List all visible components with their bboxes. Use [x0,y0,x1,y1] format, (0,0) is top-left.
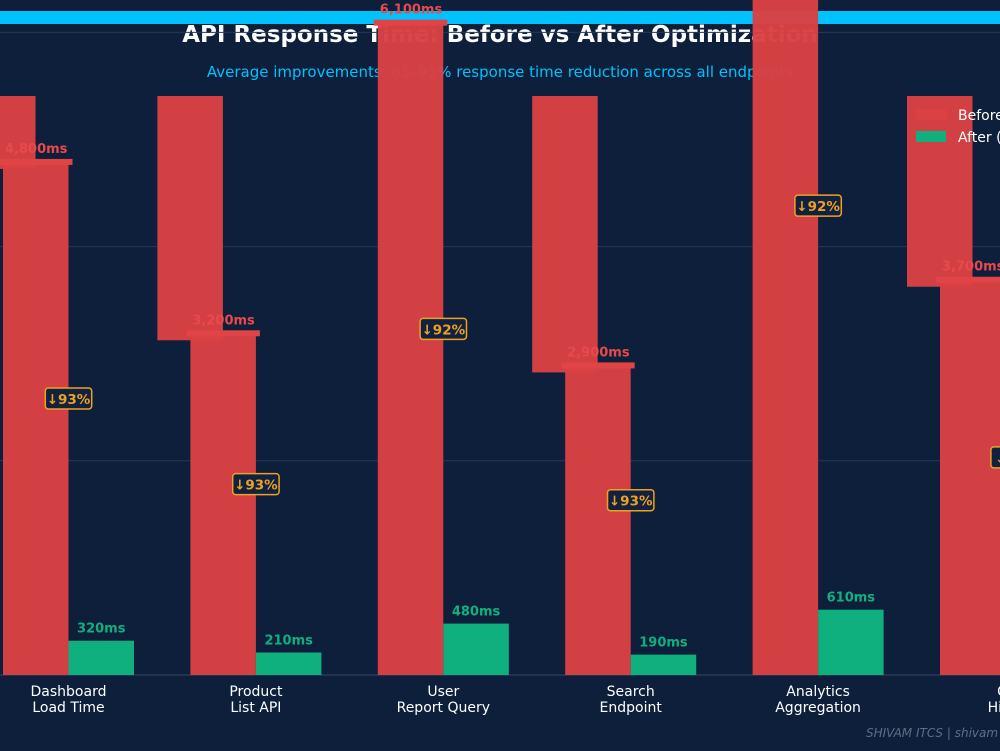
chart-title: API Response Time: Before vs After Optim… [182,22,818,48]
improvement-badge [606,488,655,512]
improvement-badge [794,194,843,217]
before-bar-cap [936,276,1000,283]
improvement-label: ↓92% [421,322,465,338]
improvement-label: ↓93% [47,392,91,408]
before-bar-shadow [907,96,973,287]
chart-subtitle: Average improvements: 85–93% response ti… [206,63,794,81]
before-bar [752,0,819,676]
category-label: Report Query [397,700,490,716]
category-label: Search [607,684,655,700]
after-bar [818,609,884,675]
improvement-badge [231,472,280,496]
improvement-badge [419,317,468,341]
improvement-label: ↓93% [234,478,278,494]
before-bar [190,332,256,675]
category-label: Load Time [32,700,104,716]
category-label: Histo [988,700,1000,716]
before-bar [3,160,69,676]
after-bar [443,623,509,675]
category-label: Endpoint [600,700,663,716]
footer-credit: SHIVAM ITCS | shivam [866,726,999,740]
category-label: Product [229,684,283,700]
improvement-badge [44,387,93,410]
legend: Before After ( [916,108,1000,146]
before-bar-shadow [157,96,223,341]
before-bar-cap [373,19,448,26]
after-bar [68,640,134,675]
category-label: User [427,684,459,700]
accent-top-bar [0,11,1000,24]
after-bar [630,654,697,675]
before-bar [565,364,631,675]
legend-swatch-before [916,109,946,120]
after-value-label: 480ms [452,605,501,620]
before-bar-cap [186,330,260,337]
category-label: List API [230,700,281,716]
before-bar-shadow [532,96,598,373]
improvement-badge [990,446,1000,469]
improvement-label: ↓92% [796,199,840,215]
before-bar-shadow [0,96,36,169]
category-label: Or [997,684,1000,700]
after-value-label: 320ms [77,622,126,637]
before-value-label: 6,100ms [380,3,443,18]
after-value-label: 210ms [264,634,313,649]
improvement-label: ↓9 [995,451,1000,467]
improvement-label: ↓93% [609,494,653,510]
before-bar-cap [561,362,635,369]
category-label: Aggregation [775,700,861,716]
legend-label-after: After ( [958,130,1000,146]
category-label: Dashboard [31,684,107,700]
before-value-label: 3,700ms [942,260,1000,275]
after-value-label: 610ms [827,591,876,606]
before-value-label: 4,800ms [5,142,68,157]
after-value-label: 190ms [639,636,688,651]
after-bar [255,652,322,675]
legend-label-before: Before [958,108,1000,124]
before-value-label: 3,200ms [192,313,255,328]
legend-swatch-after [916,131,946,142]
before-bar [940,278,1000,675]
before-value-label: 2,900ms [567,345,630,360]
before-bar [377,21,444,675]
category-label: Analytics [786,684,850,700]
before-bar-cap [0,158,73,165]
